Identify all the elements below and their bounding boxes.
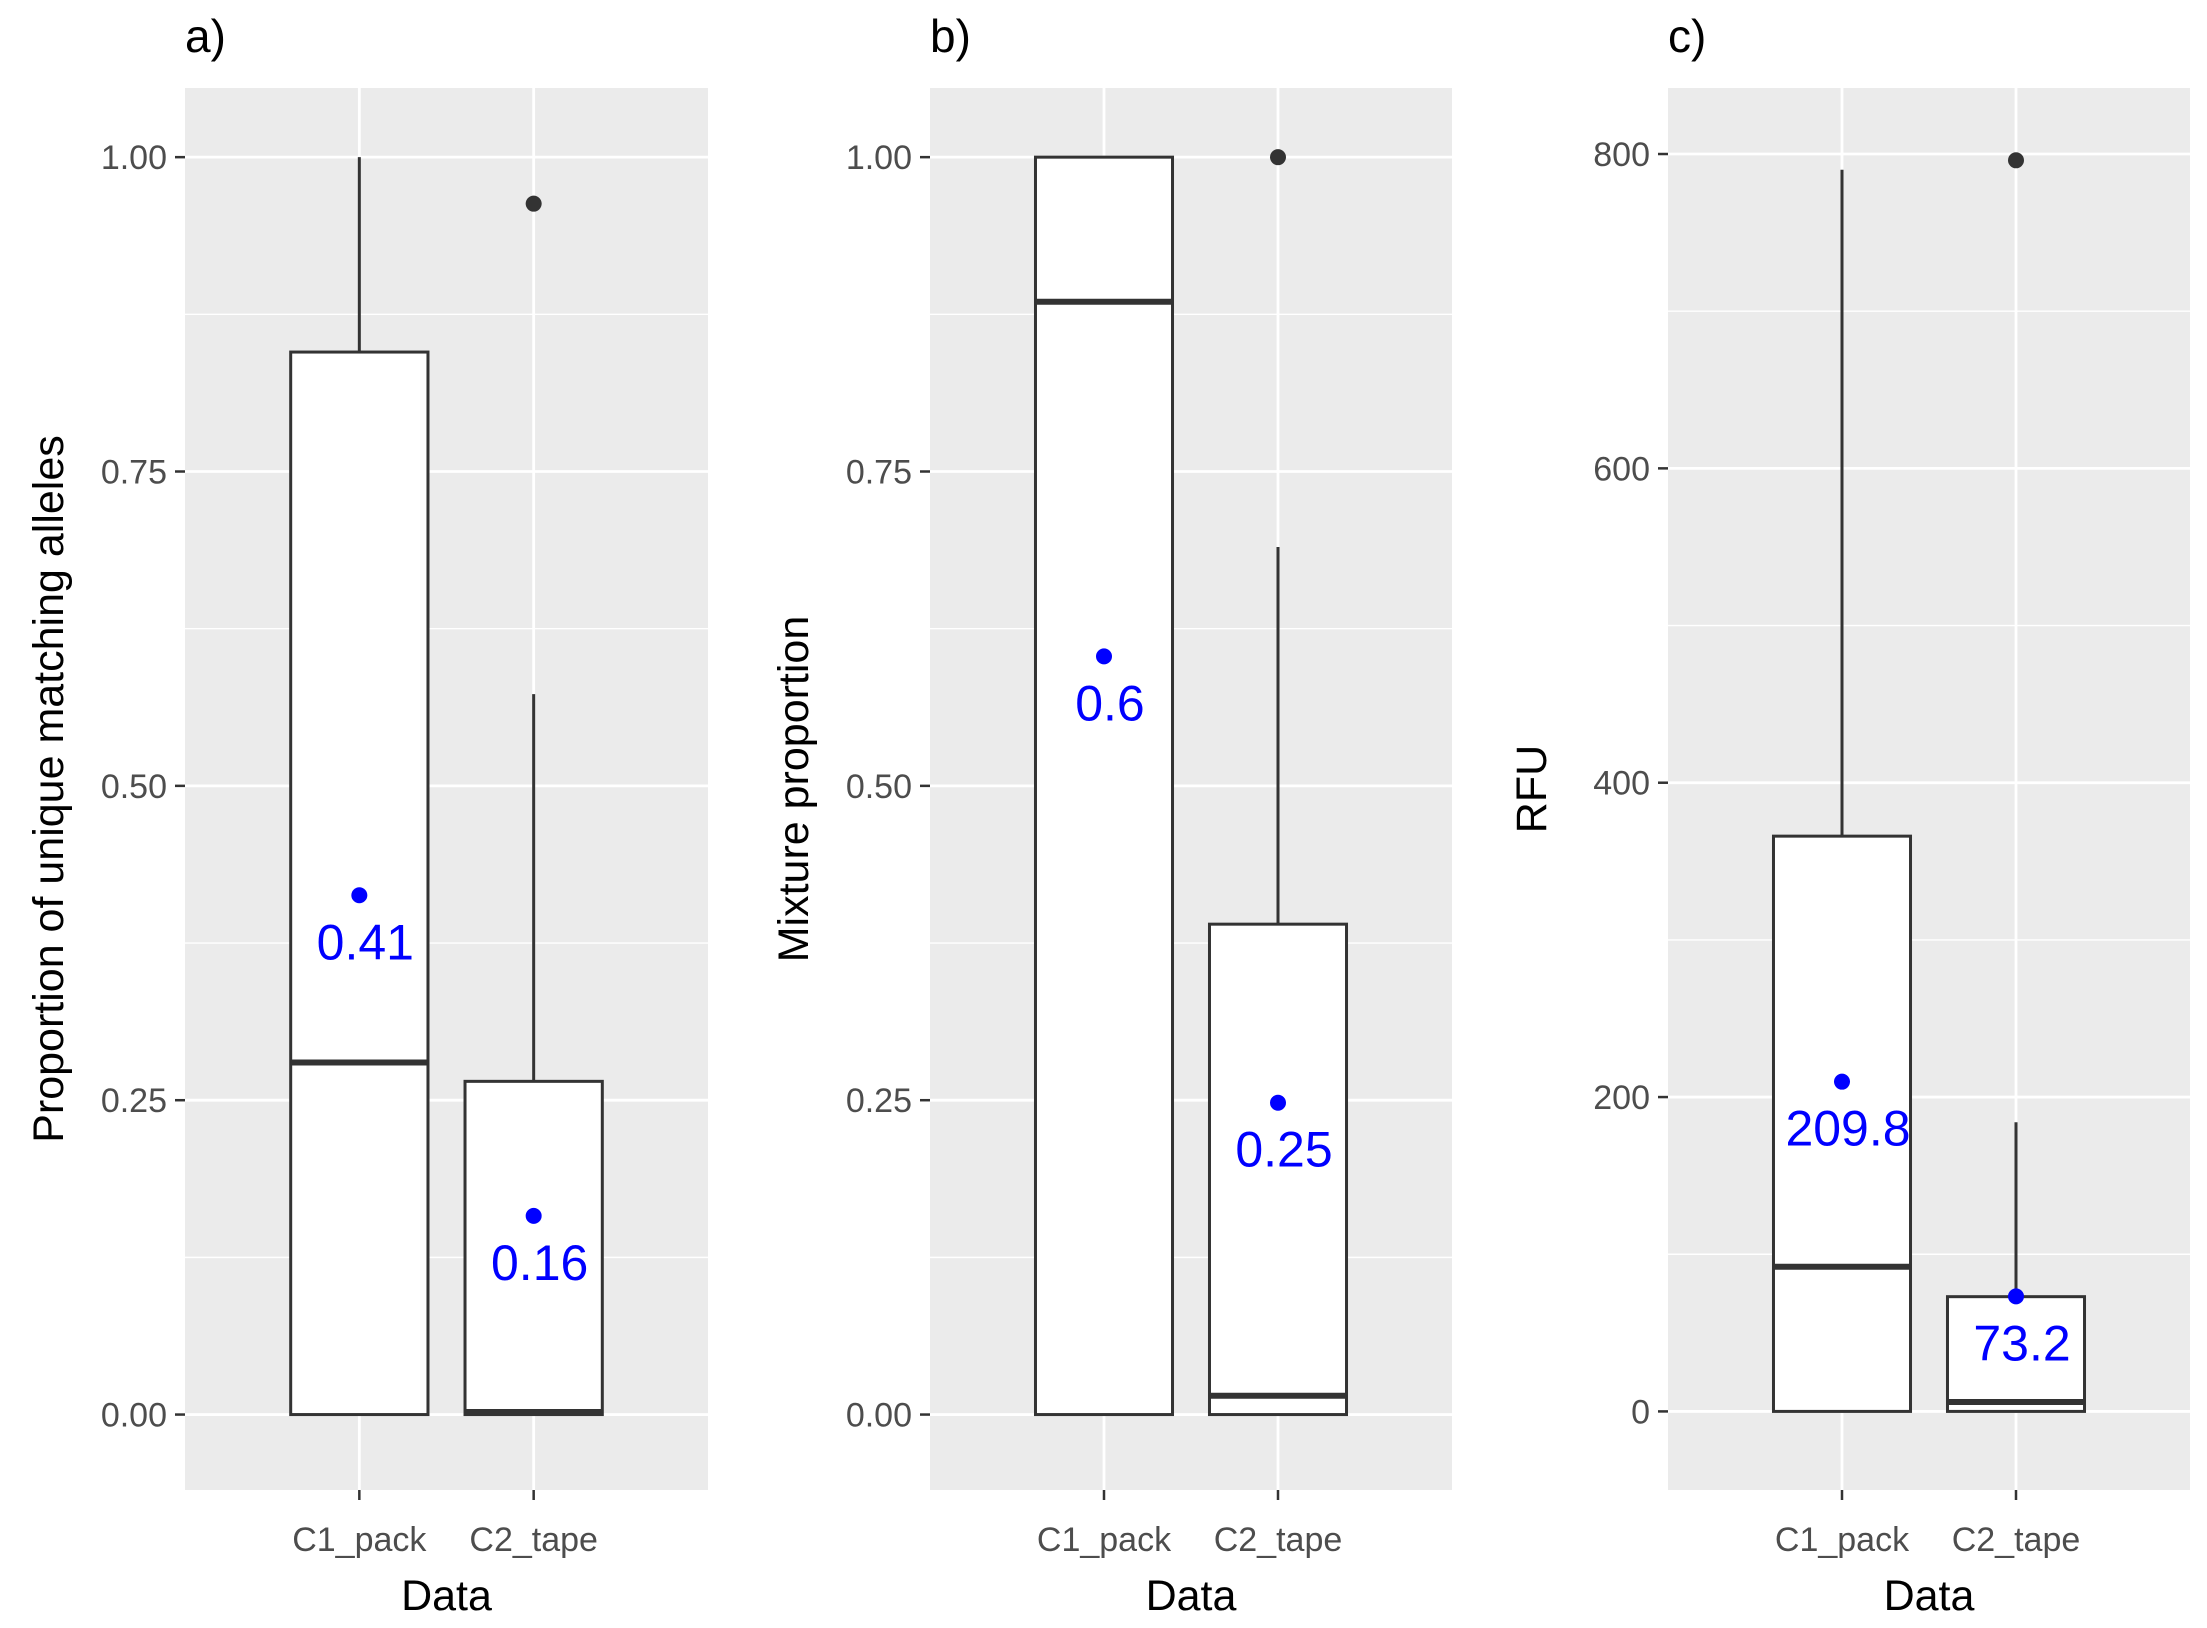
x-tick-label: C2_tape xyxy=(1952,1521,2081,1559)
box-C1_pack: 0.6 xyxy=(1033,155,1175,1417)
x-tick-label: C1_pack xyxy=(292,1521,427,1559)
box-body xyxy=(1771,834,1913,1413)
mean-point xyxy=(525,1207,542,1224)
mean-point xyxy=(1270,1094,1286,1111)
outlier-point xyxy=(525,195,542,212)
panel-label: c) xyxy=(1668,10,1706,62)
box-body xyxy=(463,1079,604,1417)
x-axis-title: Data xyxy=(401,1572,492,1620)
y-tick-label: 0.00 xyxy=(846,1397,912,1435)
mean-label: 0.25 xyxy=(1235,1122,1332,1178)
y-tick-label: 0.00 xyxy=(101,1397,167,1435)
box-C1_pack: 209.8 xyxy=(1771,169,1913,1413)
y-tick-label: 200 xyxy=(1593,1079,1650,1117)
mean-point xyxy=(2008,1288,2024,1305)
y-tick-label: 0.25 xyxy=(846,1082,912,1120)
x-tick-label: C2_tape xyxy=(469,1521,598,1559)
mean-label: 0.16 xyxy=(491,1235,588,1291)
box-body xyxy=(1945,1295,2087,1413)
outlier-point xyxy=(1270,149,1286,166)
y-tick-label: 0.25 xyxy=(101,1082,167,1120)
panel-1: 0.41 0.16 0.00 0.25 0.50 0.75 1.00 C1_pack C2_ta… xyxy=(25,10,708,1620)
mean-label: 0.6 xyxy=(1075,675,1145,731)
panel-label: a) xyxy=(185,10,226,62)
box-C2_tape: 0.25 xyxy=(1207,149,1349,1417)
y-tick-label: 0.75 xyxy=(846,454,912,492)
x-tick-label: C1_pack xyxy=(1037,1521,1172,1559)
y-tick-label: 0.50 xyxy=(846,768,912,806)
box-body xyxy=(1033,155,1175,1417)
y-tick-label: 800 xyxy=(1593,136,1650,174)
box-body xyxy=(289,350,430,1417)
box-C2_tape: 0.16 xyxy=(463,195,604,1417)
panel-label: b) xyxy=(930,10,971,62)
box-C2_tape: 73.2 xyxy=(1945,152,2087,1413)
y-axis-title: Mixture proportion xyxy=(770,616,818,963)
x-axis-title: Data xyxy=(1146,1572,1237,1620)
y-tick-label: 0 xyxy=(1631,1393,1650,1431)
y-tick-label: 400 xyxy=(1593,765,1650,803)
mean-label: 73.2 xyxy=(1973,1315,2070,1371)
x-tick-label: C1_pack xyxy=(1775,1521,1910,1559)
panel-3: 209.8 73.2 0 200 400 600 800 C1_pack C2_tape Data… xyxy=(1508,10,2190,1620)
panel-background xyxy=(185,88,708,1490)
panel-background xyxy=(930,88,1452,1490)
panel-background xyxy=(1668,88,2190,1490)
y-tick-label: 1.00 xyxy=(846,139,912,177)
y-tick-label: 0.75 xyxy=(101,454,167,492)
mean-point xyxy=(1096,648,1112,665)
box-C1_pack: 0.41 xyxy=(289,157,430,1417)
outlier-point xyxy=(2008,152,2024,169)
panel-2: 0.6 0.25 0.00 0.25 0.50 0.75 1.00 C1_pack C2_tap… xyxy=(770,10,1452,1620)
y-tick-label: 0.50 xyxy=(101,768,167,806)
y-tick-label: 1.00 xyxy=(101,139,167,177)
mean-label: 209.8 xyxy=(1785,1101,1910,1157)
mean-point xyxy=(1834,1073,1850,1090)
mean-label: 0.41 xyxy=(317,914,414,970)
box-body xyxy=(1207,922,1349,1417)
mean-point xyxy=(351,887,368,904)
x-tick-label: C2_tape xyxy=(1214,1521,1343,1559)
x-axis-title: Data xyxy=(1884,1572,1975,1620)
y-axis-title: Proportion of unique matching alleles xyxy=(25,435,73,1143)
y-tick-label: 600 xyxy=(1593,450,1650,488)
y-axis-title: RFU xyxy=(1508,745,1556,833)
